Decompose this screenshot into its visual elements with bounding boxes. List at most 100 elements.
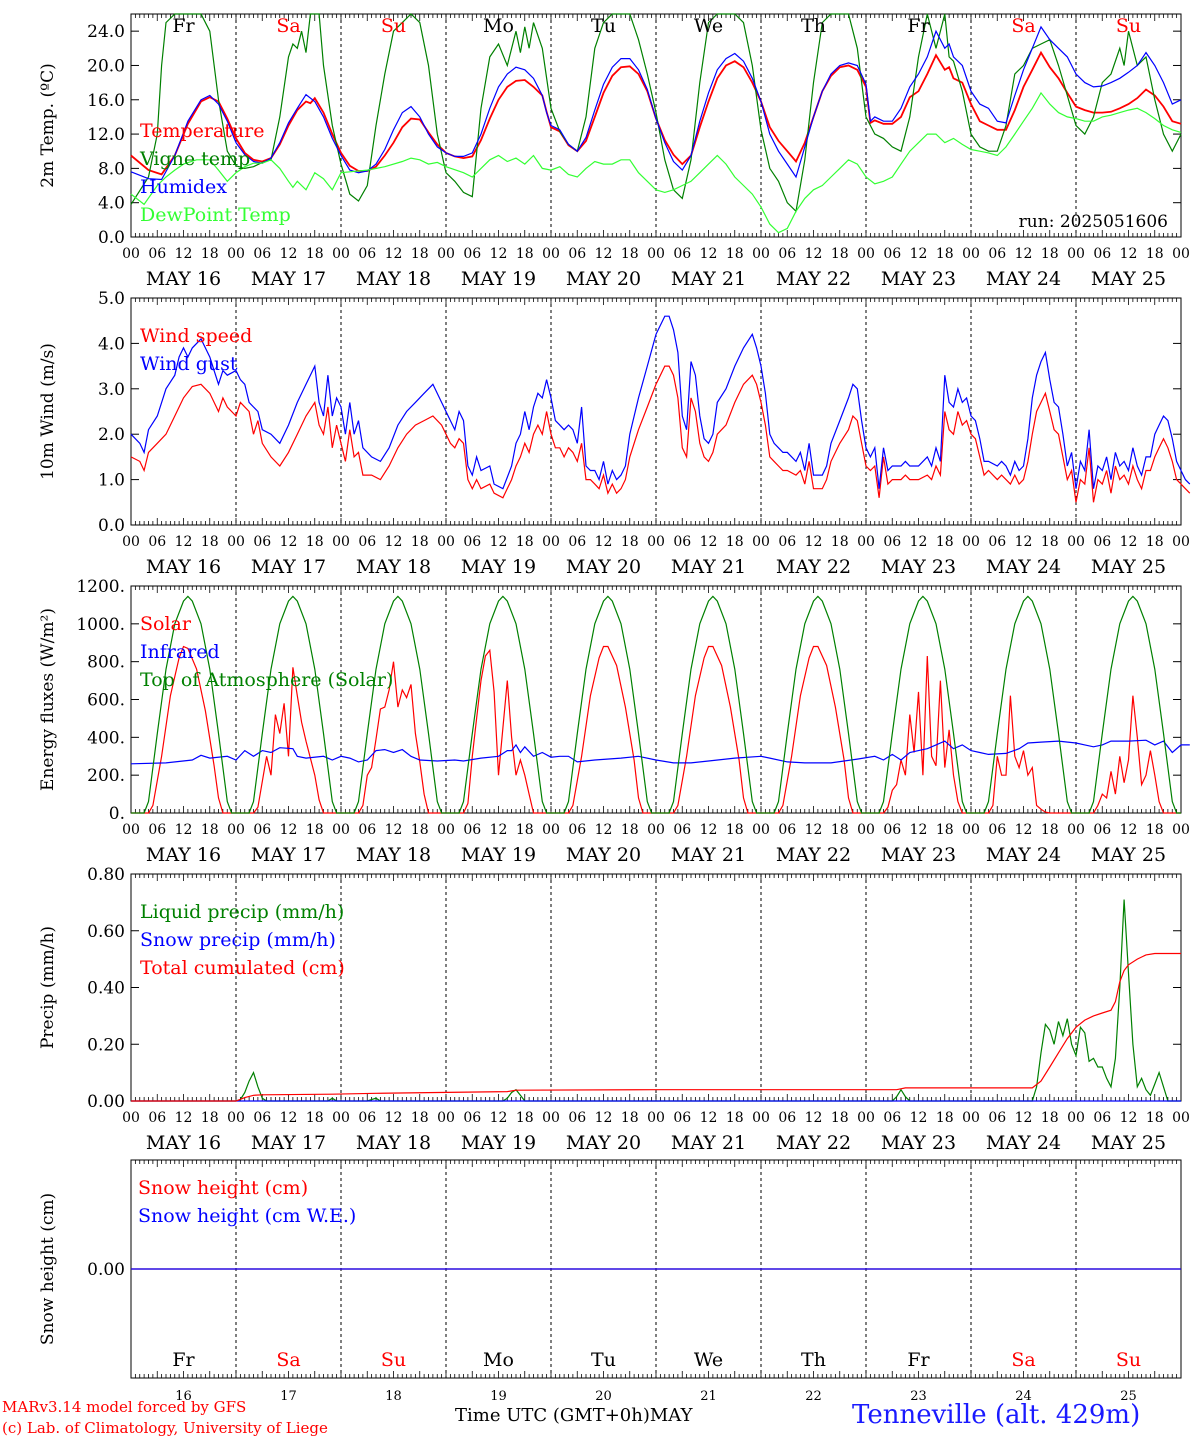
legend-entry: Snow precip (mm/h)	[140, 929, 336, 951]
hour-label: 06	[253, 246, 271, 262]
hour-label: 12	[700, 534, 718, 550]
hour-label: 18	[1146, 1110, 1164, 1126]
hour-label: 18	[411, 822, 429, 838]
hour-label: 12	[805, 246, 823, 262]
hour-label: 18	[306, 534, 324, 550]
date-label: MAY 18	[356, 844, 431, 866]
hour-label: 06	[1093, 534, 1111, 550]
hour-label: 06	[148, 1110, 166, 1126]
hour-label: 00	[227, 1110, 245, 1126]
hour-label: 18	[1146, 822, 1164, 838]
panel-energy: 0. 200. 400. 600. 800. 1000. 1200. Energy fluxe…	[38, 577, 1190, 866]
weekday-label: Mo	[483, 15, 514, 37]
hour-label: 00	[1067, 534, 1085, 550]
hour-label: 18	[306, 1110, 324, 1126]
hour-label: 12	[910, 822, 928, 838]
hour-label: 00	[962, 534, 980, 550]
hour-label: 06	[253, 822, 271, 838]
hour-label: 18	[726, 246, 744, 262]
legend-entry: Humidex	[140, 176, 227, 198]
hour-label: 06	[778, 246, 796, 262]
time-axis-text: Time UTC (GMT+0h)	[455, 1405, 650, 1426]
date-label: MAY 17	[251, 844, 326, 866]
hour-label: 18	[726, 534, 744, 550]
hour-label: 06	[568, 246, 586, 262]
hour-label: 18	[516, 1110, 534, 1126]
hour-label: 12	[1120, 822, 1138, 838]
hour-label: 12	[385, 534, 403, 550]
hour-label: 18	[411, 534, 429, 550]
hour-label: 12	[805, 1110, 823, 1126]
hour-label: 00	[332, 246, 350, 262]
hour-label: 06	[988, 534, 1006, 550]
hour-label: 00	[1067, 1110, 1085, 1126]
y-tick-label: 0.40	[87, 979, 125, 999]
hour-label: 06	[568, 822, 586, 838]
hour-label: 12	[700, 246, 718, 262]
y-axis-title: 10m Wind (m/s)	[38, 343, 58, 480]
hour-label: 18	[831, 534, 849, 550]
hour-label: 06	[253, 1110, 271, 1126]
hour-label: 06	[673, 534, 691, 550]
panel-precip: 0.00 0.20 0.40 0.60 0.80 Precip (mm/h) Liquid …	[38, 865, 1190, 1154]
legend-entry: Solar	[140, 613, 192, 635]
hour-label: 12	[280, 822, 298, 838]
legend-entry: DewPoint Temp	[140, 204, 291, 226]
series-line	[131, 952, 1181, 1102]
hour-label: 18	[201, 822, 219, 838]
date-label: MAY 21	[671, 844, 746, 866]
date-label: MAY 19	[461, 268, 536, 290]
legend-entry: Snow height (cm)	[138, 1177, 308, 1199]
hour-label: 00	[962, 822, 980, 838]
hour-label: 00	[752, 534, 770, 550]
series-line	[131, 595, 1181, 814]
hour-label: 00	[542, 246, 560, 262]
hour-label: 06	[148, 246, 166, 262]
weekday-label: Sa	[276, 1349, 300, 1371]
y-axis-title: 2m Temp. (ºC)	[38, 63, 58, 188]
hour-label: 12	[490, 246, 508, 262]
hour-label: 18	[1041, 1110, 1059, 1126]
hour-label: 12	[805, 822, 823, 838]
hour-label: 00	[542, 534, 560, 550]
hour-label: 18	[1146, 534, 1164, 550]
panel-wind: 0.0 1.0 2.0 3.0 4.0 5.0 10m Wind (m/s) Wind spe…	[38, 289, 1191, 578]
date-label: MAY 20	[566, 556, 641, 578]
hour-label: 00	[1172, 822, 1190, 838]
date-label: MAY 17	[251, 268, 326, 290]
hour-label: 06	[463, 1110, 481, 1126]
y-tick-label: 0.60	[87, 922, 125, 942]
date-label: MAY 24	[986, 1132, 1061, 1154]
weekday-label: Th	[801, 15, 826, 37]
day-number: 20	[595, 1389, 612, 1404]
lab-credit: (c) Lab. of Climatology, University of L…	[2, 1419, 328, 1437]
hour-label: 06	[1093, 1110, 1111, 1126]
panel-snow: 0.00 Snow height (cm) Snow height (cm) Snow…	[38, 1159, 1182, 1404]
hour-label: 18	[621, 534, 639, 550]
hour-label: 06	[568, 1110, 586, 1126]
hour-label: 18	[516, 534, 534, 550]
hour-label: 18	[306, 822, 324, 838]
hour-label: 06	[1093, 246, 1111, 262]
hour-label: 06	[988, 1110, 1006, 1126]
hour-label: 06	[148, 534, 166, 550]
hour-label: 18	[726, 1110, 744, 1126]
hour-label: 00	[437, 246, 455, 262]
hour-label: 18	[1146, 246, 1164, 262]
y-tick-label: 8.0	[98, 159, 125, 179]
date-label: MAY 20	[566, 268, 641, 290]
hour-label: 06	[253, 534, 271, 550]
hour-label: 06	[148, 822, 166, 838]
series-line	[130, 13, 1182, 213]
time-axis-label: Time UTC (GMT+0h)MAY	[455, 1405, 692, 1426]
hour-label: 00	[437, 822, 455, 838]
y-tick-label: 1.0	[98, 471, 125, 491]
y-tick-label: 0.80	[87, 865, 125, 885]
y-tick-label: 400.	[87, 728, 125, 748]
legend-entry: Liquid precip (mm/h)	[140, 901, 344, 923]
hour-label: 18	[936, 822, 954, 838]
hour-label: 18	[831, 246, 849, 262]
y-tick-label: 800.	[87, 653, 125, 673]
hour-label: 12	[910, 534, 928, 550]
hour-label: 12	[175, 534, 193, 550]
